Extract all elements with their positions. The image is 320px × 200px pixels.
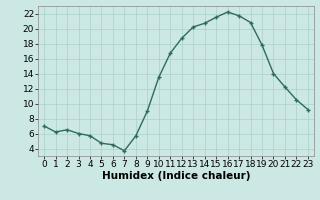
X-axis label: Humidex (Indice chaleur): Humidex (Indice chaleur) <box>102 171 250 181</box>
